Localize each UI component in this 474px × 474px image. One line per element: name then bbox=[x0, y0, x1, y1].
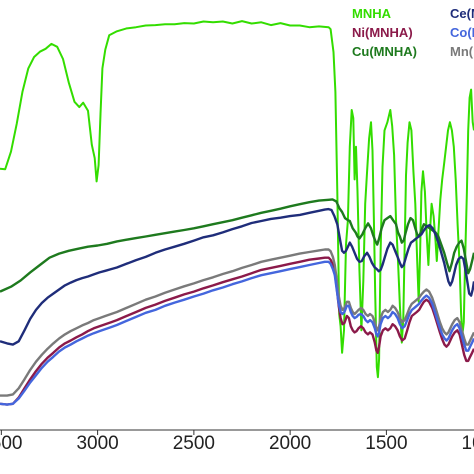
legend: MNHA Ce(MNHA) Ni(MNHA) Co(MNHA) Cu(MNHA) Mn(M… bbox=[352, 6, 474, 59]
legend-label-cu-mnha: Cu(MNHA) bbox=[352, 44, 417, 59]
series-line-ce-mnha bbox=[0, 207, 474, 346]
series-layer bbox=[0, 20, 474, 406]
legend-label-mnha: MNHA bbox=[352, 6, 392, 21]
x-tick-label-3000: 3000 bbox=[76, 433, 118, 454]
x-tick-label-1500: 1500 bbox=[365, 433, 407, 454]
series-line-co-mnha bbox=[0, 260, 474, 406]
legend-label-ni-mnha: Ni(MNHA) bbox=[352, 25, 413, 40]
x-axis-ticks: 3500 3000 2500 2000 1500 1000 bbox=[0, 430, 474, 454]
x-tick-label-2500: 2500 bbox=[173, 433, 215, 454]
series-line-cu-mnha bbox=[0, 198, 474, 293]
legend-label-co-mnha: Co(MNHA) bbox=[450, 25, 474, 40]
x-tick-label-1000: 1000 bbox=[462, 433, 474, 454]
legend-label-mn-mnha: Mn(MNHA) bbox=[450, 44, 474, 59]
series-line-mnha bbox=[0, 20, 474, 379]
x-tick-label-3500: 3500 bbox=[0, 433, 22, 454]
series-line-ni-mnha bbox=[0, 256, 474, 406]
x-tick-label-2000: 2000 bbox=[269, 433, 311, 454]
legend-label-ce-mnha: Ce(MNHA) bbox=[450, 6, 474, 21]
series-line-mn-mnha bbox=[0, 248, 474, 397]
